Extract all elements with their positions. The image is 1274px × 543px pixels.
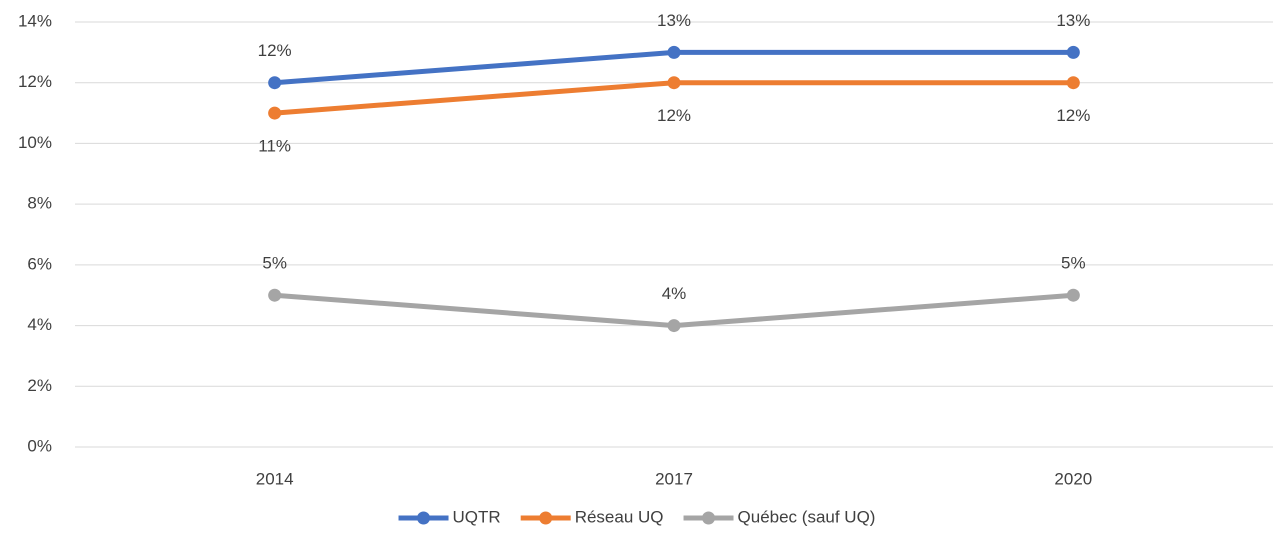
data-point — [1066, 76, 1080, 90]
data-label: 5% — [1061, 254, 1086, 273]
x-tick-label: 2020 — [1054, 469, 1092, 488]
legend-label: UQTR — [453, 507, 501, 526]
legend-marker — [539, 511, 553, 525]
data-point — [667, 45, 681, 59]
y-tick-label: 10% — [18, 133, 52, 152]
legend-marker — [702, 511, 716, 525]
data-point — [1066, 288, 1080, 302]
x-tick-label: 2017 — [655, 469, 693, 488]
data-point — [667, 319, 681, 333]
data-label: 13% — [1056, 11, 1090, 30]
y-tick-label: 8% — [27, 194, 52, 213]
data-point — [268, 76, 282, 90]
data-point — [667, 76, 681, 90]
data-point — [1066, 45, 1080, 59]
y-tick-label: 14% — [18, 11, 52, 30]
y-tick-label: 12% — [18, 72, 52, 91]
y-tick-label: 0% — [27, 436, 52, 455]
y-tick-label: 2% — [27, 376, 52, 395]
data-label: 5% — [262, 254, 287, 273]
legend-label: Réseau UQ — [575, 507, 664, 526]
legend-marker — [417, 511, 431, 525]
data-label: 4% — [662, 284, 687, 303]
data-point — [268, 106, 282, 120]
y-tick-label: 6% — [27, 254, 52, 273]
data-label: 12% — [258, 41, 292, 60]
y-tick-label: 4% — [27, 315, 52, 334]
data-label: 12% — [657, 106, 691, 125]
x-tick-label: 2014 — [256, 469, 294, 488]
data-label: 11% — [258, 137, 291, 156]
data-point — [268, 288, 282, 302]
legend-label: Québec (sauf UQ) — [738, 507, 876, 526]
data-label: 12% — [1056, 106, 1090, 125]
data-label: 13% — [657, 11, 691, 30]
